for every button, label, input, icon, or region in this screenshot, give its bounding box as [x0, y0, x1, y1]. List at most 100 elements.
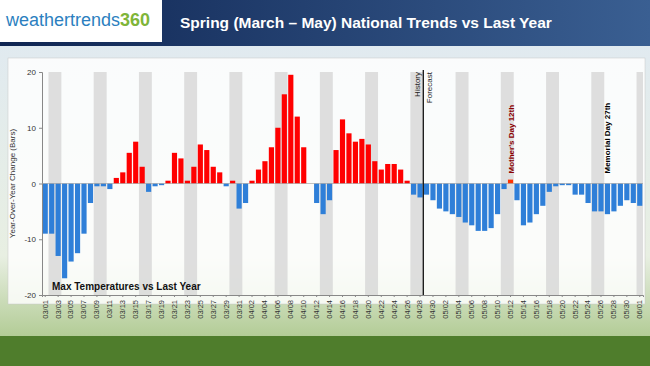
bar: [547, 184, 552, 192]
x-tick-label: 04/18: [351, 300, 360, 319]
bar: [282, 94, 287, 183]
y-tick: 20: [27, 68, 42, 77]
bar: [243, 184, 248, 204]
x-tick: 05/16: [532, 295, 541, 319]
bar: [56, 184, 61, 256]
bar: [534, 184, 539, 215]
x-tick: 03/19: [157, 295, 166, 319]
bar: [411, 184, 416, 195]
bar: [75, 184, 80, 254]
logo-box: [0, 0, 162, 42]
bar: [495, 184, 500, 215]
bar: [133, 142, 138, 184]
bar: [353, 142, 358, 184]
bar: [237, 184, 242, 209]
x-tick: 04/28: [415, 295, 424, 319]
bar: [463, 184, 468, 223]
x-tick: 04/02: [247, 295, 256, 319]
x-tick: 05/20: [558, 295, 567, 319]
x-tick-mark: [639, 295, 640, 297]
x-tick-mark: [239, 295, 240, 297]
x-tick: 03/09: [92, 295, 101, 319]
x-tick-label: 03/11: [105, 300, 114, 318]
bar: [288, 75, 293, 184]
bar: [637, 184, 642, 206]
x-tick-label: 05/18: [545, 300, 554, 319]
x-tick-label: 04/12: [312, 300, 321, 319]
x-tick: 04/08: [286, 295, 295, 319]
x-tick-mark: [122, 295, 123, 297]
x-tick-label: 04/10: [299, 300, 308, 319]
bar: [262, 161, 267, 183]
x-tick-mark: [432, 295, 433, 297]
background: [0, 0, 650, 366]
x-tick-label: 04/02: [247, 300, 256, 319]
x-tick-mark: [407, 295, 408, 297]
x-tick: 03/31: [235, 295, 244, 319]
x-tick-mark: [226, 295, 227, 297]
x-tick-label: 03/17: [144, 300, 153, 319]
x-tick-mark: [96, 295, 97, 297]
bar: [482, 184, 487, 231]
bar: [88, 184, 93, 204]
x-tick-mark: [458, 295, 459, 297]
x-tick: 05/24: [583, 295, 592, 319]
x-tick: 06/01: [635, 295, 644, 319]
bar: [269, 147, 274, 183]
divider-label: History: [413, 72, 422, 97]
x-tick: 03/07: [79, 295, 88, 319]
x-tick-mark: [174, 295, 175, 297]
x-tick-label: 03/21: [170, 300, 179, 319]
x-tick-mark: [316, 295, 317, 297]
x-tick: 03/03: [54, 295, 63, 319]
logo-number: 360: [120, 10, 150, 30]
bar: [424, 184, 429, 195]
bar: [256, 170, 261, 184]
x-tick-label: 03/15: [131, 300, 140, 319]
x-tick-label: 05/24: [583, 300, 592, 319]
x-tick: 03/29: [222, 295, 231, 319]
bar: [379, 170, 384, 184]
bar: [120, 172, 125, 183]
bar: [275, 128, 280, 184]
x-tick: 04/24: [390, 295, 399, 319]
x-tick-label: 04/08: [286, 300, 295, 319]
series-caption: Max Temperatures vs Last Year: [52, 281, 201, 292]
x-tick-mark: [342, 295, 343, 297]
bar: [553, 184, 558, 187]
x-tick-mark: [510, 295, 511, 297]
x-tick-label: 03/31: [235, 300, 244, 319]
x-tick: 04/06: [273, 295, 282, 319]
bar: [392, 164, 397, 184]
x-tick-label: 04/16: [338, 300, 347, 319]
y-tick-mark: [39, 72, 42, 73]
x-tick: 05/12: [506, 295, 515, 319]
x-tick-mark: [549, 295, 550, 297]
x-tick-label: 04/06: [273, 300, 282, 319]
x-tick-mark: [135, 295, 136, 297]
x-tick-label: 04/28: [415, 300, 424, 319]
x-tick: 03/17: [144, 295, 153, 319]
x-tick-mark: [368, 295, 369, 297]
x-tick: 03/13: [118, 295, 127, 319]
x-tick-mark: [471, 295, 472, 297]
x-tick-mark: [562, 295, 563, 297]
x-tick: 05/06: [467, 295, 476, 319]
y-tick-mark: [39, 128, 42, 129]
x-tick-label: 03/07: [79, 300, 88, 319]
x-tick-label: 05/28: [609, 300, 618, 319]
x-tick-mark: [575, 295, 576, 297]
x-tick-mark: [329, 295, 330, 297]
bar: [224, 184, 229, 187]
x-tick: 03/23: [183, 295, 192, 319]
bar: [598, 184, 603, 212]
bar: [631, 184, 636, 204]
bar: [211, 167, 216, 184]
bar: [366, 144, 371, 183]
bar: [469, 184, 474, 226]
bar: [198, 144, 203, 183]
x-tick: 05/18: [545, 295, 554, 319]
x-tick-label: 03/25: [196, 300, 205, 319]
bar: [443, 184, 448, 212]
y-tick-label: 0: [32, 180, 37, 189]
